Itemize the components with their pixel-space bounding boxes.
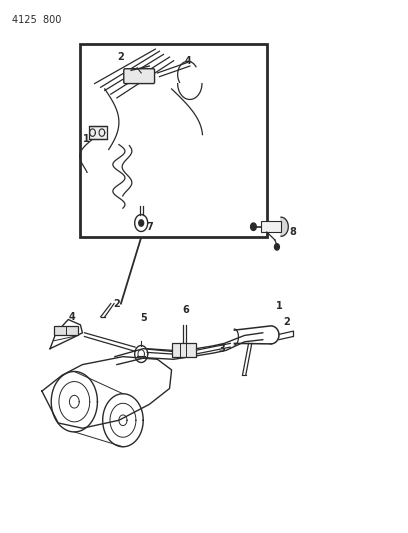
Bar bbox=[80, 44, 267, 237]
Polygon shape bbox=[281, 217, 288, 236]
Text: 3: 3 bbox=[219, 344, 226, 354]
Polygon shape bbox=[251, 223, 256, 230]
Polygon shape bbox=[139, 220, 144, 226]
Text: 8: 8 bbox=[290, 227, 297, 237]
FancyBboxPatch shape bbox=[124, 69, 155, 84]
Bar bbox=[54, 326, 78, 335]
Bar bbox=[172, 343, 196, 357]
Text: 4125  800: 4125 800 bbox=[11, 14, 61, 25]
Text: 2: 2 bbox=[113, 298, 120, 309]
Text: 5: 5 bbox=[140, 313, 146, 324]
Text: 7: 7 bbox=[146, 222, 153, 232]
Text: 1: 1 bbox=[83, 134, 90, 144]
Text: 1: 1 bbox=[275, 301, 282, 311]
Text: 4: 4 bbox=[69, 312, 75, 322]
Bar bbox=[89, 126, 107, 139]
Text: 4: 4 bbox=[184, 56, 191, 66]
Bar bbox=[261, 221, 281, 232]
Text: 2: 2 bbox=[118, 52, 124, 62]
Text: 6: 6 bbox=[182, 305, 189, 315]
Polygon shape bbox=[275, 244, 279, 250]
Text: 2: 2 bbox=[284, 317, 290, 327]
